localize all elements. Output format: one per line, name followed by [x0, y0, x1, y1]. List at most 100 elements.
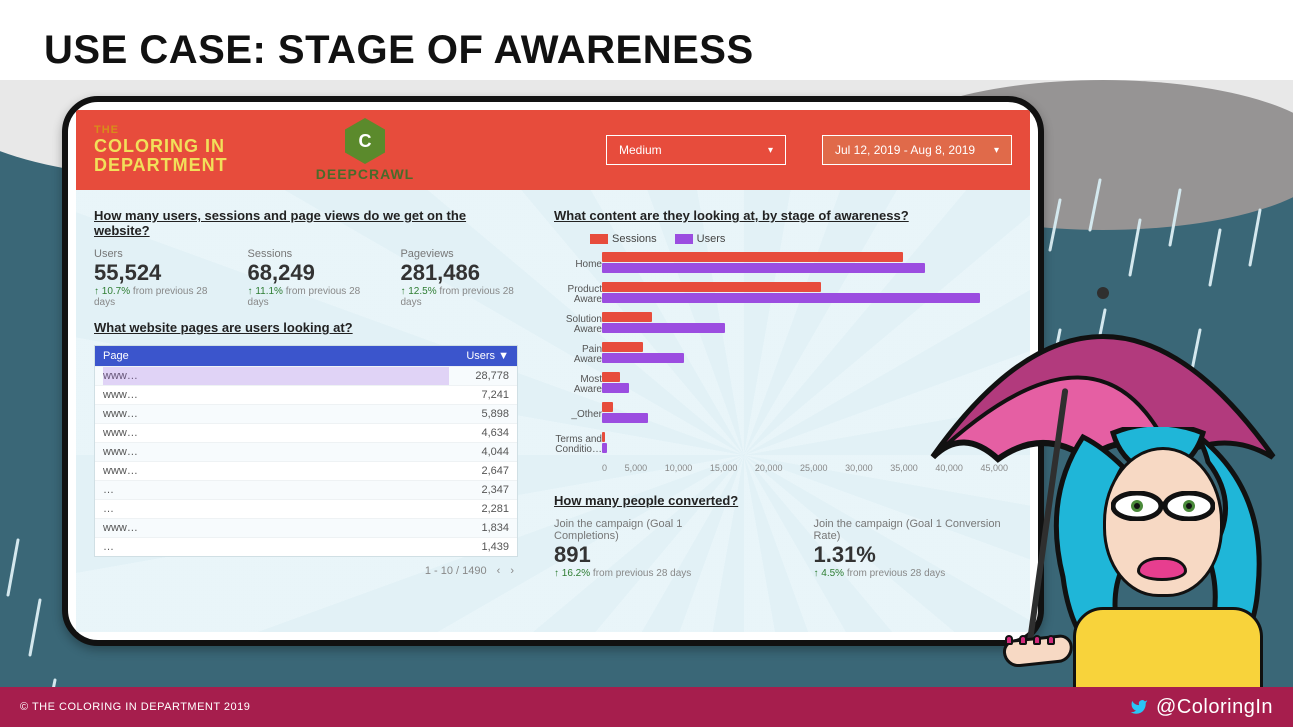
dashboard-header: THE COLORING IN DEPARTMENT C DEEPCRAWL M… — [76, 110, 1030, 190]
users-cell: 4,044 — [449, 446, 509, 458]
metric-goal1: Join the campaign (Goal 1 Completions) 8… — [554, 518, 733, 579]
col-page: Page — [103, 350, 466, 362]
page-cell: … — [103, 541, 449, 553]
users-cell: 4,634 — [449, 427, 509, 439]
page-cell: … — [103, 503, 449, 515]
lips-decor — [1137, 557, 1187, 581]
table-row[interactable]: …2,347 — [95, 480, 517, 499]
pages-pager: 1 - 10 / 1490 ‹ › — [94, 557, 518, 577]
coloringin-logo: THE COLORING IN DEPARTMENT — [94, 125, 264, 174]
metric-value: 891 — [554, 542, 733, 568]
pages-table: Page Users ▼ www…28,778www…7,241www…5,89… — [94, 345, 518, 557]
table-row[interactable]: www…28,778 — [95, 366, 517, 385]
bar-sessions — [602, 342, 643, 352]
tablet-frame: THE COLORING IN DEPARTMENT C DEEPCRAWL M… — [62, 96, 1044, 646]
table-row[interactable]: …1,439 — [95, 537, 517, 556]
slide-footer: © THE COLORING IN DEPARTMENT 2019 @Color… — [0, 687, 1293, 727]
table-row[interactable]: www…7,241 — [95, 385, 517, 404]
metric-delta: ↑ 10.7% from previous 28 days — [94, 286, 212, 308]
users-cell: 28,778 — [449, 370, 509, 382]
metric-pageviews: Pageviews 281,486 ↑ 12.5% from previous … — [400, 248, 518, 308]
metric-label: Users — [94, 248, 212, 260]
bar-users — [602, 353, 684, 363]
slide-title: USE CASE: STAGE OF AWARENESS — [44, 28, 754, 73]
date-range-label: Jul 12, 2019 - Aug 8, 2019 — [835, 143, 975, 157]
dashboard-body: How many users, sessions and page views … — [76, 190, 1030, 632]
date-range-picker[interactable]: Jul 12, 2019 - Aug 8, 2019 ▾ — [822, 135, 1012, 165]
metric-delta: ↑ 11.1% from previous 28 days — [248, 286, 365, 308]
col-users: Users ▼ — [466, 350, 509, 362]
pager-prev-button[interactable]: ‹ — [497, 565, 501, 577]
bar-sessions — [602, 252, 903, 262]
metrics-row: Users 55,524 ↑ 10.7% from previous 28 da… — [94, 248, 518, 308]
section-title-metrics: How many users, sessions and page views … — [94, 208, 518, 238]
medium-dropdown[interactable]: Medium ▾ — [606, 135, 786, 165]
deepcrawl-logo: C DEEPCRAWL — [300, 118, 430, 182]
bar-sessions — [602, 372, 620, 382]
logo-line: COLORING IN — [94, 137, 264, 156]
page-cell: www… — [103, 427, 449, 439]
bar-sessions — [602, 282, 821, 292]
slide: USE CASE: STAGE OF AWARENESS THE COLORIN… — [0, 0, 1293, 727]
users-cell: 1,834 — [449, 522, 509, 534]
metric-label: Sessions — [248, 248, 365, 260]
metric-delta: ↑ 16.2% from previous 28 days — [554, 568, 733, 579]
table-row[interactable]: www…2,647 — [95, 461, 517, 480]
chart-category — [602, 251, 1012, 275]
medium-dropdown-label: Medium — [619, 143, 662, 157]
chart-legend: Sessions Users — [590, 233, 1012, 245]
legend-sessions: Sessions — [590, 233, 657, 245]
bar-users — [602, 443, 607, 453]
table-row[interactable]: www…4,634 — [95, 423, 517, 442]
bar-users — [602, 383, 629, 393]
page-cell: www… — [103, 522, 449, 534]
page-cell: … — [103, 484, 449, 496]
footer-handle: @ColoringIn — [1156, 696, 1273, 719]
page-cell: www… — [103, 408, 449, 420]
page-cell: www… — [103, 389, 449, 401]
users-cell: 2,647 — [449, 465, 509, 477]
pages-table-body: www…28,778www…7,241www…5,898www…4,634www… — [95, 366, 517, 556]
left-column: How many users, sessions and page views … — [76, 190, 536, 632]
glasses-icon — [1111, 491, 1215, 521]
section-title-pages: What website pages are users looking at? — [94, 320, 518, 335]
bar-sessions — [602, 402, 613, 412]
page-cell: www… — [103, 465, 449, 477]
users-cell: 2,347 — [449, 484, 509, 496]
metric-label: Pageviews — [400, 248, 518, 260]
deepcrawl-hex-icon: C — [345, 118, 385, 164]
users-cell: 2,281 — [449, 503, 509, 515]
table-row[interactable]: …2,281 — [95, 499, 517, 518]
users-cell: 7,241 — [449, 389, 509, 401]
metric-label: Join the campaign (Goal 1 Completions) — [554, 518, 733, 542]
twitter-icon — [1128, 698, 1150, 716]
table-row[interactable]: www…5,898 — [95, 404, 517, 423]
chevron-down-icon: ▾ — [768, 145, 773, 156]
bar-users — [602, 413, 648, 423]
pager-next-button[interactable]: › — [510, 565, 514, 577]
chevron-down-icon: ▾ — [994, 145, 999, 156]
pager-label: 1 - 10 / 1490 — [425, 565, 487, 577]
deepcrawl-label: DEEPCRAWL — [316, 166, 414, 182]
logo-line: DEPARTMENT — [94, 156, 264, 175]
metric-value: 55,524 — [94, 260, 212, 286]
users-cell: 5,898 — [449, 408, 509, 420]
bar-users — [602, 323, 725, 333]
legend-users: Users — [675, 233, 726, 245]
shirt-decor — [1073, 607, 1263, 697]
bar-sessions — [602, 312, 652, 322]
metric-value: 68,249 — [248, 260, 365, 286]
metric-value: 281,486 — [400, 260, 518, 286]
table-row[interactable]: www…4,044 — [95, 442, 517, 461]
users-cell: 1,439 — [449, 541, 509, 553]
section-title-awareness: What content are they looking at, by sta… — [554, 208, 1012, 223]
popart-character — [923, 277, 1293, 697]
bar-sessions — [602, 432, 605, 442]
table-row[interactable]: www…1,834 — [95, 518, 517, 537]
nails-decor — [1005, 635, 1055, 645]
metric-users: Users 55,524 ↑ 10.7% from previous 28 da… — [94, 248, 212, 308]
footer-copyright: © THE COLORING IN DEPARTMENT 2019 — [20, 701, 250, 713]
metric-sessions: Sessions 68,249 ↑ 11.1% from previous 28… — [248, 248, 365, 308]
bar-users — [602, 263, 925, 273]
pages-table-header[interactable]: Page Users ▼ — [95, 346, 517, 366]
